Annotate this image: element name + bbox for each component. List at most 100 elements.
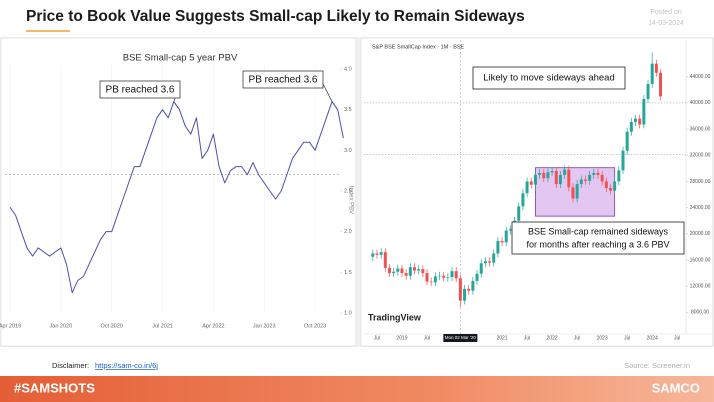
candle-body (579, 179, 583, 185)
candle-body (592, 172, 596, 175)
candle-body (625, 131, 629, 151)
y-tick-label: 2.5 (344, 188, 352, 194)
y-tick-label: 32000.00 (690, 153, 711, 159)
annotation-text: for months after reaching a 3.6 PBV (526, 239, 669, 249)
candle-body (525, 181, 529, 194)
x-tick-label: 2022 (547, 335, 558, 341)
candle-body (483, 261, 487, 264)
candle-body (638, 118, 642, 125)
candle-body (454, 271, 458, 279)
candle-body (500, 241, 504, 243)
x-tick-label: Apr 2022 (202, 323, 224, 329)
posted-date: 14-03-2024 (648, 20, 684, 27)
x-tick-label: 2019 (396, 335, 407, 341)
hashtag: #SAMSHOTS (14, 380, 95, 395)
candle-body (400, 268, 404, 274)
annotation-text: PB reached 3.6 (249, 75, 318, 86)
x-tick-label: Jul (574, 335, 580, 341)
x-tick-label: 2024 (647, 335, 658, 341)
candle-body (571, 187, 575, 199)
annotation-box (472, 66, 626, 90)
y-tick-label: 1.5 (344, 270, 352, 276)
y-tick-label: 28000.00 (690, 179, 711, 185)
x-tick-label: Mon 02 Mar '20 (445, 335, 477, 340)
disclaimer-link[interactable]: https://sam-co.in/6j (95, 361, 158, 370)
candle-body (529, 181, 533, 185)
pbv-line (9, 101, 344, 294)
candle-body (387, 267, 391, 274)
y-tick-label: 1.0 (344, 310, 352, 316)
candle-body (446, 277, 450, 278)
candle-body (621, 150, 625, 171)
candle-body (533, 174, 537, 185)
annotation-text: PB reached 3.6 (106, 85, 175, 96)
candle-body (475, 273, 479, 281)
candle-body (521, 193, 525, 207)
candle-body (504, 230, 508, 243)
x-tick-label: Oct 2023 (304, 323, 326, 329)
candle-body (617, 170, 621, 182)
x-tick-label: Jul (524, 335, 530, 341)
x-tick-label: Oct 2020 (101, 323, 123, 329)
candle-body (517, 206, 521, 221)
candle-body (458, 278, 462, 301)
candle-body (588, 174, 592, 181)
candle-body (650, 63, 654, 84)
right-chart-title: S&P BSE SmallCap Index · 1M · BSE (372, 44, 465, 50)
y-tick-label: 3.5 (344, 107, 352, 113)
candle-body (417, 269, 421, 271)
x-tick-label: Jul 2021 (152, 323, 173, 329)
candle-body (596, 172, 600, 175)
y-tick-label: 20000.00 (690, 231, 711, 237)
bottom-bar (0, 376, 714, 402)
annotation-text: Likely to move sideways ahead (483, 73, 615, 84)
page-title: Price to Book Value Suggests Small-cap L… (26, 8, 525, 25)
y-tick-label: 8000.00 (691, 310, 709, 316)
watermark: TradingView (368, 312, 422, 322)
x-tick-label: Jan 2023 (253, 323, 276, 329)
candle-body (392, 271, 396, 274)
y-tick-label: 12000.00 (690, 284, 711, 290)
y-tick-label: 2.0 (344, 229, 352, 235)
candle-body (379, 252, 383, 255)
marks: 1.0 1.5 2.0 2.5 3.0 3.5 4.0 Apr 2019 Jan 2020 Oct… (0, 40, 713, 342)
x-tick-label: Jul (424, 335, 430, 341)
candle-body (642, 98, 646, 125)
candle-body (429, 281, 433, 283)
candle-body (659, 72, 663, 97)
candle-body (554, 170, 558, 185)
y-tick-label: 36000.00 (690, 126, 711, 132)
candle-body (421, 269, 425, 274)
left-chart-title: BSE Small-cap 5 year PBV (123, 53, 238, 64)
candle-body (375, 253, 379, 255)
x-tick-label: Jul (674, 335, 680, 341)
annotation-box (511, 221, 685, 255)
x-tick-label: Jan 2020 (50, 323, 73, 329)
candle-body (563, 169, 567, 175)
x-tick-label: 2023 (597, 335, 608, 341)
y-tick-label: 16000.00 (690, 257, 711, 263)
candle-body (438, 275, 442, 277)
candle-body (463, 288, 467, 301)
candle-body (488, 261, 492, 263)
crosshair-label-bg (443, 334, 478, 342)
candle-body (433, 276, 437, 283)
candle-body (492, 253, 496, 263)
x-tick-label: 2021 (497, 335, 508, 341)
y-axis-label: Index PBV (347, 186, 353, 214)
candle-body (634, 118, 638, 122)
candle-body (425, 273, 429, 282)
candle-body (583, 179, 587, 181)
candle-body (550, 170, 554, 173)
x-tick-label: Jul (374, 335, 380, 341)
candle-body (496, 241, 500, 254)
candle-body (508, 229, 512, 231)
y-tick-label: 4.0 (344, 66, 352, 72)
y-tick-label: 40000.00 (690, 100, 711, 106)
y-tick-label: 44000.00 (690, 74, 711, 80)
x-tick-label: Jul (624, 335, 630, 341)
candle-body (383, 252, 387, 268)
candle-body (479, 263, 483, 274)
